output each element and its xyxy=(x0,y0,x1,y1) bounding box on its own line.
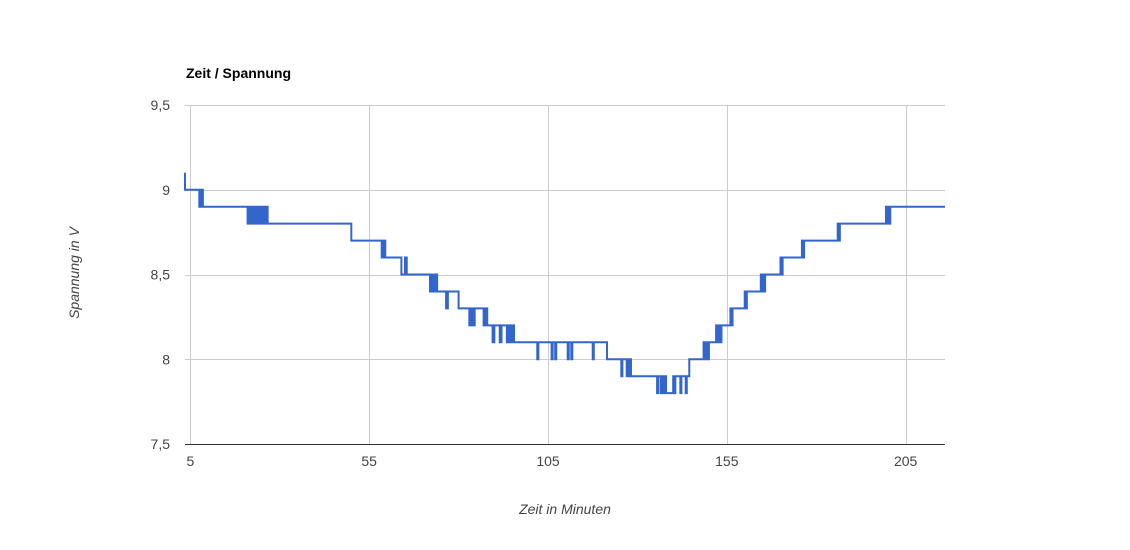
x-tick-label: 5 xyxy=(186,453,194,469)
y-axis-tick-labels: 7,5 8 8,5 9 9,5 xyxy=(151,97,171,452)
y-axis-title: Spannung in V xyxy=(66,225,82,319)
y-tick-label: 8 xyxy=(162,351,170,367)
series-line xyxy=(184,172,945,395)
x-axis-title: Zeit in Minuten xyxy=(518,501,611,517)
x-tick-label: 105 xyxy=(536,453,560,469)
y-tick-label: 9 xyxy=(162,182,170,198)
x-axis-tick-labels: 5 55 105 155 205 xyxy=(186,453,917,469)
series-layer xyxy=(184,172,945,395)
x-tick-label: 155 xyxy=(715,453,739,469)
y-tick-label: 8,5 xyxy=(151,267,171,283)
chart-title: Zeit / Spannung xyxy=(186,65,291,81)
y-tick-label: 7,5 xyxy=(151,436,171,452)
x-tick-label: 55 xyxy=(361,453,377,469)
y-tick-label: 9,5 xyxy=(151,97,171,113)
gridlines xyxy=(185,105,945,445)
x-tick-label: 205 xyxy=(894,453,918,469)
